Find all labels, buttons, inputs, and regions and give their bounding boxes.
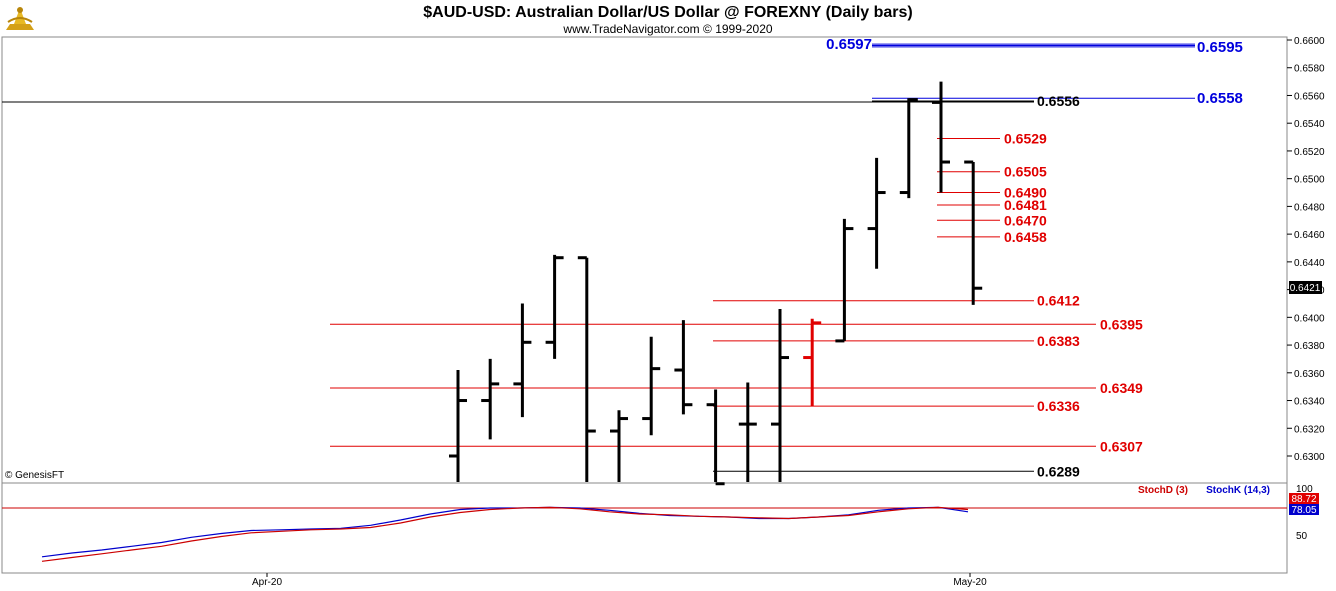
ohlc-bar: [835, 218, 854, 343]
stoch-tick-100: 100: [1296, 484, 1313, 495]
indicator-panel: [1, 482, 1288, 574]
credit-label: © GenesisFT: [5, 470, 64, 481]
price-axis-tick-label: 0.6480: [1294, 202, 1325, 213]
bars-layer: [449, 81, 983, 486]
stochd-value-tag: [1289, 493, 1319, 504]
month-label-apr: Apr-20: [252, 577, 282, 588]
ohlc-bar: [867, 157, 886, 269]
ohlc-bar: [642, 336, 661, 436]
ohlc-bar: [932, 81, 950, 193]
level-label-0.6395: 0.6395: [1100, 316, 1143, 332]
last-price-tag: [1289, 281, 1322, 294]
level-label-0.6349: 0.6349: [1100, 380, 1143, 396]
level-label-0.6470: 0.6470: [1004, 212, 1047, 228]
ohlc-bar: [577, 256, 596, 482]
level-label-0.6481: 0.6481: [1004, 197, 1047, 213]
last-price-label: 0.6421: [1290, 283, 1321, 294]
levels-layer: 0.6597 0.6595 0.6558 0.6556 0.6529 0.6505 0.64…: [330, 36, 1243, 479]
month-label-may: May-20: [953, 577, 987, 588]
level-label-0.6529: 0.6529: [1004, 130, 1047, 146]
price-axis-tick-label: 0.6340: [1294, 397, 1325, 408]
stochd-legend: StochD (3): [1138, 485, 1188, 496]
price-axis-tick-label: 0.6560: [1294, 91, 1325, 102]
stochk-legend: StochK (14,3): [1206, 485, 1270, 496]
ohlc-bar: [738, 382, 757, 482]
ohlc-bar: [899, 98, 918, 199]
level-label-0.6336: 0.6336: [1037, 398, 1080, 414]
level-label-0.6505: 0.6505: [1004, 164, 1047, 180]
stochk-value: 78.05: [1291, 505, 1316, 516]
price-axis-tick-label: 0.6520: [1294, 147, 1325, 158]
ohlc-bar: [481, 358, 500, 440]
level-label-0.6289: 0.6289: [1037, 463, 1080, 479]
ohlc-bar: [964, 160, 983, 305]
price-axis-tick-label: 0.6540: [1294, 119, 1325, 130]
level-label-0.6383: 0.6383: [1037, 333, 1080, 349]
price-axis-tick-label: 0.6400: [1294, 313, 1325, 324]
chart-subtitle: www.TradeNavigator.com © 1999-2020: [562, 22, 772, 36]
ohlc-bar: [803, 318, 822, 407]
price-axis-tick-label: 0.6600: [1294, 36, 1325, 47]
genesis-logo-icon: [6, 7, 34, 30]
level-label-0.6558: 0.6558: [1197, 90, 1243, 107]
stochk-value-tag: [1289, 504, 1319, 515]
stoch-tick-50: 50: [1296, 531, 1308, 542]
price-axis-tick-label: 0.6380: [1294, 341, 1325, 352]
level-label-0.6595: 0.6595: [1197, 39, 1243, 56]
stochk-line: [41, 506, 969, 558]
level-label-0.6458: 0.6458: [1004, 229, 1047, 245]
stoch-lines: [41, 506, 969, 562]
ohlc-bar: [449, 370, 467, 482]
level-label-0.6307: 0.6307: [1100, 438, 1143, 454]
price-axis-tick-label: 0.6320: [1294, 424, 1325, 435]
level-label-0.6597: 0.6597: [826, 36, 872, 53]
price-axis-tick-label: 0.6300: [1294, 452, 1325, 463]
price-axis-tick-label: 0.6460: [1294, 230, 1325, 241]
level-label-0.6490: 0.6490: [1004, 185, 1047, 201]
ohlc-bar: [674, 320, 693, 415]
stochd-line: [41, 506, 969, 562]
price-axis-tick-label: 0.6500: [1294, 175, 1325, 186]
price-panel: [1, 36, 1288, 484]
price-axis: 0.6600 0.6580 0.6560 0.6540 0.6520 0.6500 0.64…: [1287, 36, 1325, 463]
stochd-value: 88.72: [1291, 494, 1316, 505]
price-axis-tick-label: 0.6580: [1294, 64, 1325, 75]
level-label-0.6556: 0.6556: [1037, 93, 1080, 109]
price-axis-tick-label: 0.6360: [1294, 369, 1325, 380]
price-axis-tick-label: 0.6440: [1294, 258, 1325, 269]
ohlc-bar: [771, 309, 789, 482]
ohlc-bar: [706, 389, 725, 486]
chart-title: $AUD-USD: Australian Dollar/US Dollar @ …: [423, 4, 912, 21]
ohlc-bar: [610, 410, 628, 482]
ohlc-bar: [545, 254, 564, 359]
level-label-0.6412: 0.6412: [1037, 293, 1080, 309]
ohlc-bar: [513, 303, 532, 418]
